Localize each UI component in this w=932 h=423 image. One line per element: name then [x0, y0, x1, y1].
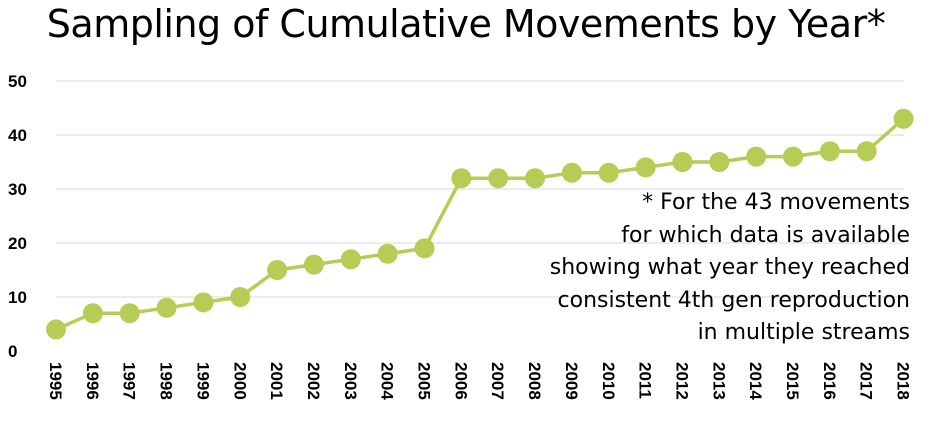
data-point — [156, 297, 177, 318]
data-point — [340, 249, 361, 270]
footnote-line: * For the 43 movements — [642, 190, 910, 215]
x-tick-label: 2012 — [672, 362, 691, 400]
data-point — [856, 141, 877, 162]
footnote-line: for which data is available — [621, 222, 910, 248]
x-tick-label: 1998 — [157, 362, 176, 400]
y-tick-label: 0 — [8, 342, 17, 361]
y-axis-tick-labels: 0 10 20 30 40 50 — [8, 72, 27, 361]
x-tick-label: 2015 — [783, 362, 802, 400]
x-tick-label: 2008 — [525, 362, 544, 400]
x-tick-label: 1999 — [193, 362, 212, 400]
data-point — [783, 146, 803, 167]
data-point — [267, 260, 288, 280]
x-tick-label: 2011 — [636, 362, 655, 399]
data-point — [561, 162, 582, 183]
x-tick-label: 2018 — [894, 362, 913, 400]
data-point — [82, 303, 103, 324]
data-point — [377, 243, 398, 264]
data-point — [46, 319, 66, 340]
data-point — [709, 152, 730, 172]
data-point — [451, 168, 472, 189]
data-point — [193, 292, 214, 313]
x-tick-label: 2002 — [304, 362, 323, 400]
footnote-line: showing what year they reached — [549, 255, 910, 280]
data-point — [119, 303, 140, 324]
data-point — [819, 141, 840, 162]
x-tick-label: 2010 — [599, 362, 618, 400]
data-point — [672, 152, 693, 172]
data-point — [893, 108, 914, 129]
x-tick-label: 2005 — [415, 362, 434, 400]
x-tick-label: 2001 — [267, 362, 286, 400]
x-tick-label: 2007 — [488, 362, 507, 400]
chart-title: Sampling of Cumulative Movements by Year… — [46, 2, 886, 46]
data-point — [525, 168, 546, 189]
y-tick-label: 40 — [8, 126, 27, 145]
x-tick-label: 1996 — [83, 362, 102, 400]
y-tick-label: 30 — [8, 180, 27, 199]
x-tick-label: 2009 — [562, 362, 581, 400]
data-point — [230, 287, 251, 307]
data-point — [488, 168, 509, 189]
x-tick-label: 1995 — [46, 362, 65, 400]
x-tick-label: 2014 — [746, 362, 765, 400]
x-tick-label: 2017 — [857, 362, 876, 400]
data-point — [635, 157, 656, 178]
data-point — [414, 238, 435, 259]
y-tick-label: 10 — [8, 288, 27, 307]
x-tick-label: 2000 — [230, 362, 249, 400]
x-tick-label: 1997 — [120, 362, 139, 400]
y-tick-label: 20 — [8, 234, 27, 253]
footnote-line: consistent 4th gen reproduction — [557, 287, 910, 313]
x-tick-label: 2003 — [341, 362, 360, 400]
y-tick-label: 50 — [8, 72, 27, 91]
x-tick-label: 2004 — [378, 362, 397, 400]
footnote-annotation: * For the 43 movements for which data is… — [550, 187, 910, 350]
x-tick-label: 2013 — [709, 362, 728, 400]
footnote-line: in multiple streams — [697, 320, 910, 345]
data-point — [303, 254, 324, 275]
data-point — [598, 162, 619, 183]
data-series — [46, 108, 914, 340]
x-tick-label: 2006 — [451, 362, 470, 400]
x-axis-tick-labels: 1995 1996 1997 1998 1999 2000 2001 2002 2003 2004… — [46, 362, 913, 400]
x-tick-label: 2016 — [820, 362, 839, 400]
data-point — [746, 146, 767, 167]
